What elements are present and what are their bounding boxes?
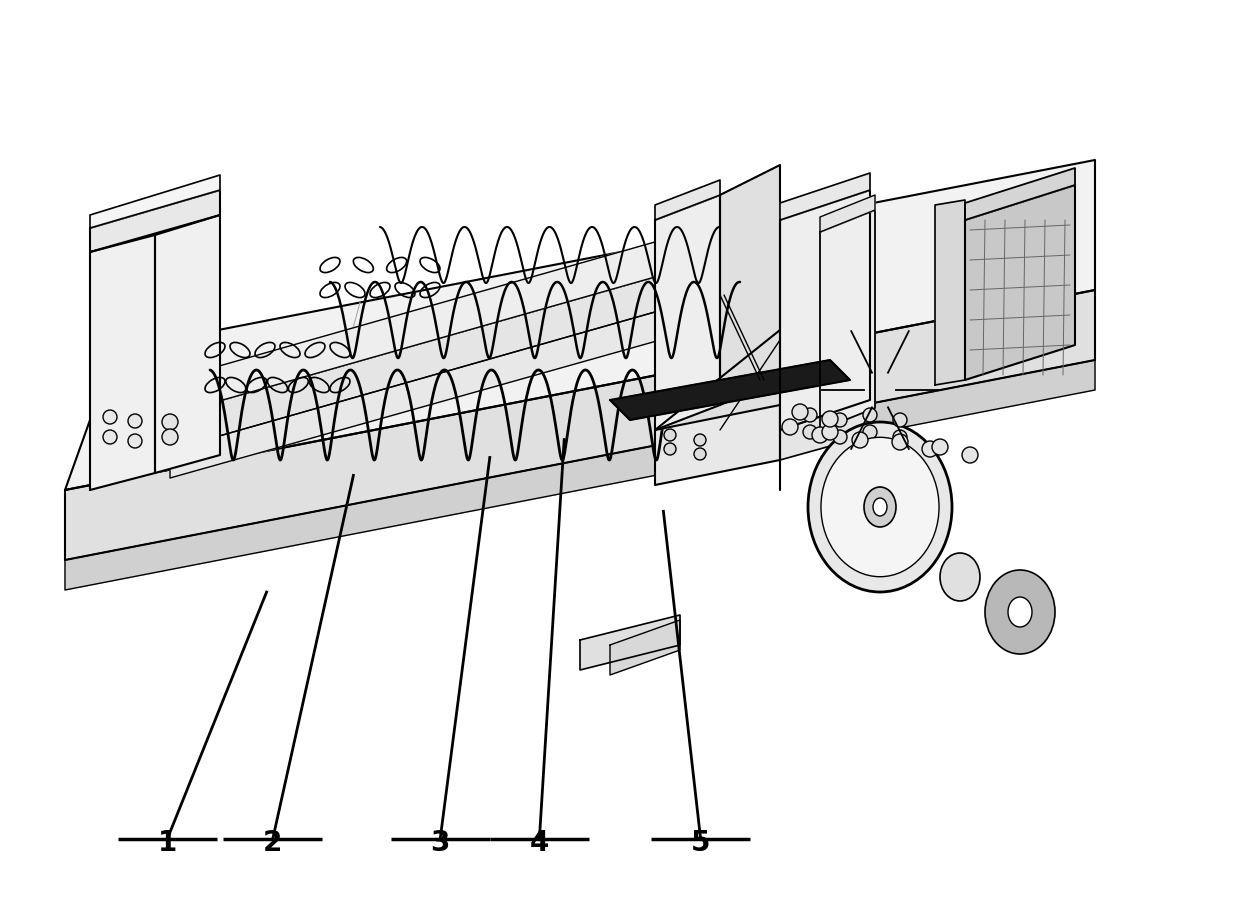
Polygon shape xyxy=(580,615,680,670)
Ellipse shape xyxy=(694,434,706,446)
Polygon shape xyxy=(91,190,219,252)
Polygon shape xyxy=(155,215,219,473)
Polygon shape xyxy=(655,405,780,485)
Ellipse shape xyxy=(940,553,980,601)
Polygon shape xyxy=(64,290,1095,560)
Polygon shape xyxy=(610,620,680,675)
Ellipse shape xyxy=(923,441,937,457)
Ellipse shape xyxy=(863,408,877,422)
Ellipse shape xyxy=(822,424,838,440)
Ellipse shape xyxy=(962,447,978,463)
Ellipse shape xyxy=(893,430,906,444)
Polygon shape xyxy=(820,195,875,232)
Ellipse shape xyxy=(822,411,838,427)
Polygon shape xyxy=(935,200,965,385)
Ellipse shape xyxy=(893,413,906,427)
Ellipse shape xyxy=(817,509,842,544)
Text: 5: 5 xyxy=(691,829,711,857)
Polygon shape xyxy=(64,160,1095,490)
Polygon shape xyxy=(170,200,820,415)
Ellipse shape xyxy=(985,570,1055,654)
Ellipse shape xyxy=(103,430,117,444)
Ellipse shape xyxy=(804,408,817,422)
Ellipse shape xyxy=(663,429,676,441)
Ellipse shape xyxy=(932,439,949,455)
Polygon shape xyxy=(720,165,780,405)
Polygon shape xyxy=(780,173,870,220)
Ellipse shape xyxy=(804,425,817,439)
Ellipse shape xyxy=(864,487,897,527)
Text: 2: 2 xyxy=(263,829,283,857)
Text: 1: 1 xyxy=(157,829,177,857)
Polygon shape xyxy=(64,360,1095,590)
Text: 3: 3 xyxy=(430,829,450,857)
Polygon shape xyxy=(91,175,219,228)
Ellipse shape xyxy=(892,434,908,450)
Polygon shape xyxy=(610,360,849,420)
Ellipse shape xyxy=(162,429,179,445)
Polygon shape xyxy=(170,230,820,450)
Ellipse shape xyxy=(852,432,868,448)
Polygon shape xyxy=(780,190,870,430)
Polygon shape xyxy=(170,195,820,415)
Ellipse shape xyxy=(162,414,179,430)
Polygon shape xyxy=(91,235,155,490)
Polygon shape xyxy=(655,195,720,430)
Polygon shape xyxy=(820,210,875,430)
Ellipse shape xyxy=(128,434,143,448)
Polygon shape xyxy=(780,400,870,460)
Ellipse shape xyxy=(863,425,877,439)
Ellipse shape xyxy=(812,427,828,443)
Text: 4: 4 xyxy=(529,829,549,857)
Ellipse shape xyxy=(792,404,808,420)
Ellipse shape xyxy=(1008,597,1032,627)
Ellipse shape xyxy=(833,430,847,444)
Polygon shape xyxy=(655,180,720,220)
Ellipse shape xyxy=(694,448,706,460)
Ellipse shape xyxy=(663,443,676,455)
Ellipse shape xyxy=(128,414,143,428)
Ellipse shape xyxy=(833,413,847,427)
Ellipse shape xyxy=(821,438,939,577)
Ellipse shape xyxy=(103,410,117,424)
Ellipse shape xyxy=(808,422,952,592)
Ellipse shape xyxy=(782,419,799,435)
Polygon shape xyxy=(965,168,1075,220)
Ellipse shape xyxy=(873,498,887,516)
Polygon shape xyxy=(965,185,1075,380)
Polygon shape xyxy=(170,265,820,478)
